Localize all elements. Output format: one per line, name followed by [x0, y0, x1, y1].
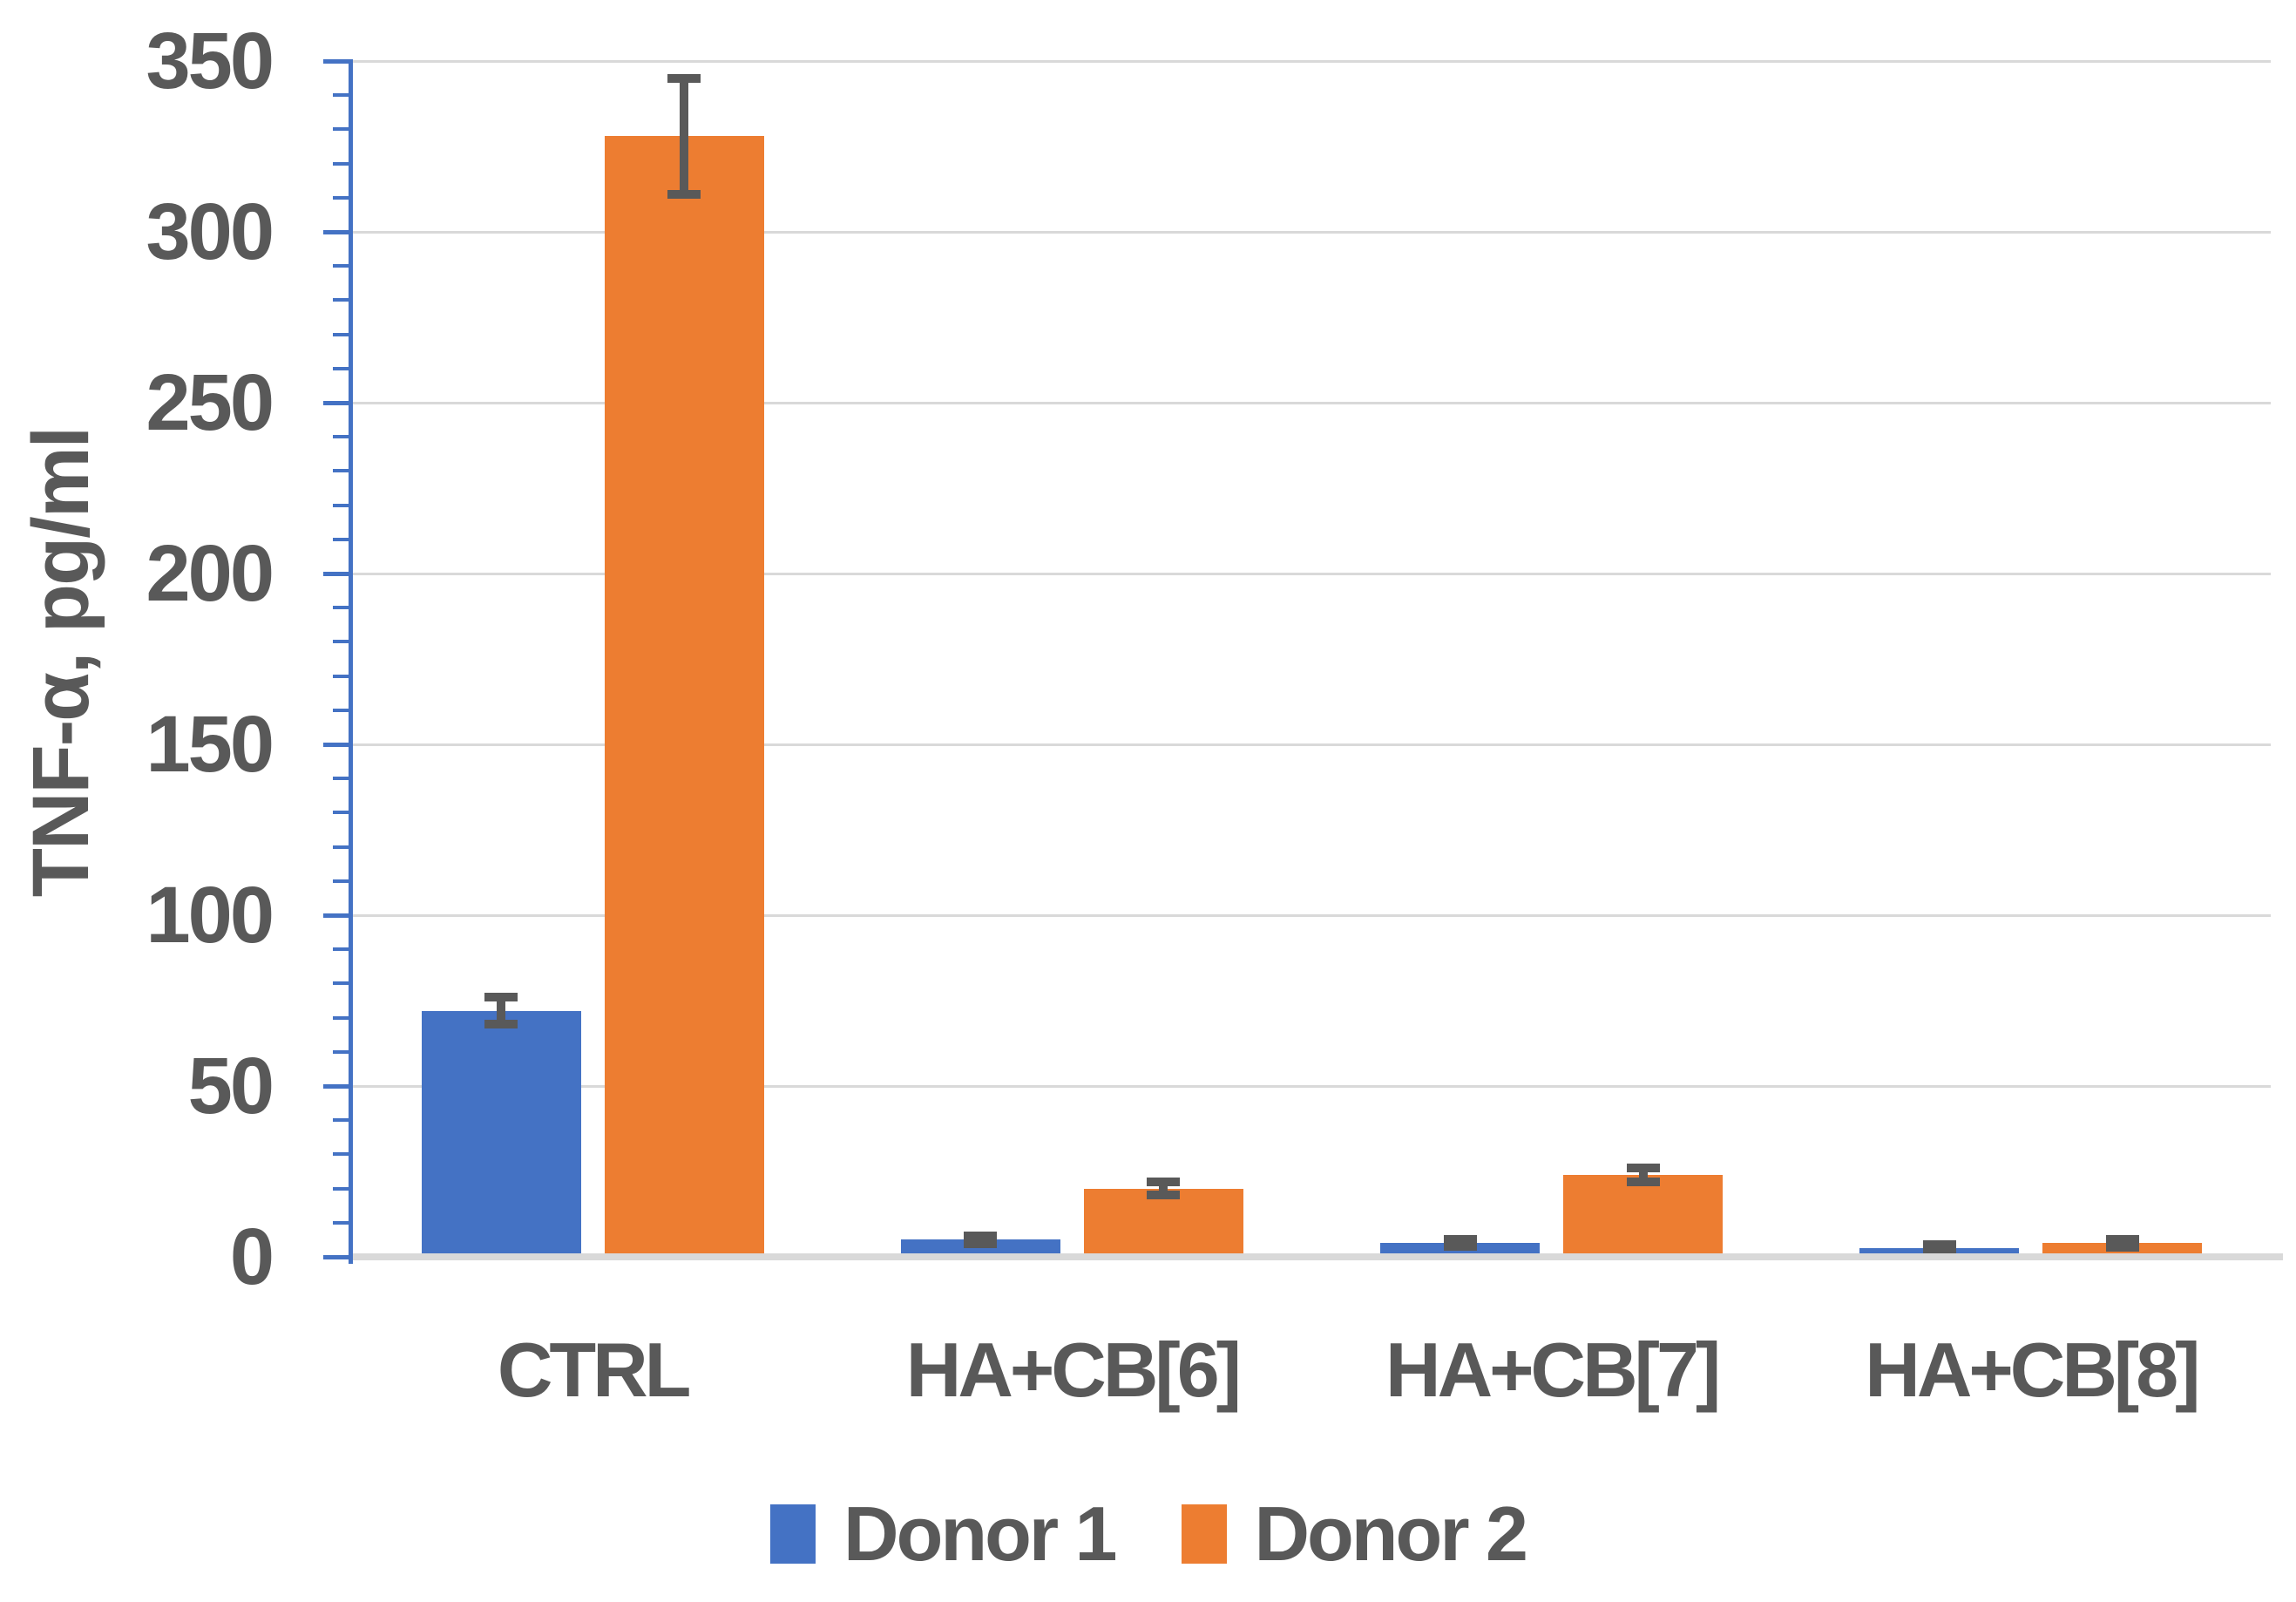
y-major-tick-350: [323, 58, 353, 64]
bar-donor2-HA+CB[7]: [1563, 1174, 1724, 1257]
y-minor-tick-70: [333, 1015, 353, 1020]
legend-label: Donor 1: [843, 1490, 1117, 1577]
error-bar-cap-bottom: [667, 189, 701, 199]
error-bar-cap-top: [1443, 1235, 1477, 1245]
y-tick-label-200: 200: [146, 529, 275, 618]
error-bar-line: [497, 997, 506, 1025]
y-minor-tick-130: [333, 811, 353, 815]
y-tick-label-350: 350: [146, 17, 275, 105]
y-minor-tick-60: [333, 1049, 353, 1054]
category-label-CTRL: CTRL: [497, 1327, 692, 1413]
error-bar-cap-bottom: [1922, 1247, 1956, 1257]
error-bar-line: [680, 78, 689, 194]
gridline-300: [353, 231, 2271, 234]
y-minor-tick-290: [333, 264, 353, 268]
bar-donor1-HA+CB[6]: [900, 1239, 1060, 1257]
error-bar-cap-bottom: [484, 1020, 518, 1029]
error-bar-cap-top: [1147, 1177, 1181, 1186]
y-major-tick-0: [323, 1254, 353, 1259]
y-minor-tick-170: [333, 674, 353, 678]
legend-swatch: [770, 1504, 816, 1564]
y-minor-tick-110: [333, 879, 353, 883]
y-minor-tick-330: [333, 127, 353, 132]
error-bar-cap-bottom: [964, 1239, 998, 1249]
legend-swatch: [1181, 1504, 1227, 1564]
y-tick-label-250: 250: [146, 358, 275, 447]
y-minor-tick-270: [333, 332, 353, 336]
error-bar-cap-top: [2105, 1234, 2139, 1244]
y-tick-label-100: 100: [146, 871, 275, 960]
y-minor-tick-90: [333, 947, 353, 952]
y-major-tick-300: [323, 229, 353, 234]
y-minor-tick-280: [333, 298, 353, 302]
y-minor-tick-30: [333, 1152, 353, 1157]
error-bar-cap-bottom: [1443, 1242, 1477, 1252]
y-major-tick-250: [323, 400, 353, 405]
y-axis-line: [349, 59, 353, 1264]
error-bar-cap-bottom: [1626, 1177, 1660, 1186]
y-minor-tick-240: [333, 435, 353, 439]
y-minor-tick-160: [333, 708, 353, 712]
error-bar-cap-top: [484, 993, 518, 1002]
error-bar-cap-top: [667, 73, 701, 83]
bar-donor2-CTRL: [604, 136, 764, 1257]
y-minor-tick-320: [333, 161, 353, 166]
y-minor-tick-10: [333, 1220, 353, 1225]
y-minor-tick-140: [333, 777, 353, 781]
legend: Donor 1 Donor 2: [0, 1494, 2296, 1574]
y-minor-tick-310: [333, 195, 353, 200]
bar-donor1-CTRL: [421, 1010, 581, 1257]
y-major-tick-150: [323, 742, 353, 747]
legend-entry-donor-1: Donor 1: [770, 1490, 1118, 1577]
legend-entry-donor-2: Donor 2: [1181, 1490, 1528, 1577]
y-tick-label-50: 50: [187, 1042, 274, 1130]
y-major-tick-100: [323, 913, 353, 918]
gridline-50: [353, 1085, 2271, 1088]
error-bar-cap-bottom: [1147, 1191, 1181, 1200]
x-axis-line: [353, 1253, 2283, 1260]
error-bar-line: [1159, 1181, 1168, 1196]
y-minor-tick-220: [333, 503, 353, 507]
y-minor-tick-40: [333, 1118, 353, 1123]
y-major-tick-50: [323, 1083, 353, 1089]
y-minor-tick-340: [333, 93, 353, 98]
error-bar-cap-top: [964, 1231, 998, 1240]
y-minor-tick-260: [333, 366, 353, 370]
bar-donor2-HA+CB[6]: [1083, 1188, 1243, 1257]
legend-label: Donor 2: [1254, 1490, 1528, 1577]
y-tick-label-0: 0: [229, 1212, 274, 1301]
category-label-HA+CB[8]: HA+CB[8]: [1865, 1327, 2200, 1413]
category-label-HA+CB[6]: HA+CB[6]: [905, 1327, 1242, 1413]
y-tick-label-150: 150: [146, 700, 275, 789]
error-bar-cap-bottom: [2105, 1243, 2139, 1252]
y-minor-tick-190: [333, 606, 353, 610]
error-bar-cap-top: [1922, 1240, 1956, 1250]
gridline-350: [353, 60, 2271, 63]
y-minor-tick-80: [333, 981, 353, 986]
gridline-150: [353, 743, 2271, 746]
y-minor-tick-20: [333, 1186, 353, 1191]
category-label-HA+CB[7]: HA+CB[7]: [1385, 1327, 1721, 1413]
y-minor-tick-120: [333, 845, 353, 849]
gridline-250: [353, 402, 2271, 404]
y-major-tick-200: [323, 571, 353, 576]
gridline-200: [353, 573, 2271, 575]
error-bar-line: [1638, 1168, 1648, 1182]
y-tick-label-300: 300: [146, 187, 275, 276]
error-bar-cap-top: [1626, 1164, 1660, 1173]
y-minor-tick-180: [333, 640, 353, 644]
y-minor-tick-230: [333, 469, 353, 473]
gridline-100: [353, 914, 2271, 917]
y-minor-tick-210: [333, 537, 353, 541]
